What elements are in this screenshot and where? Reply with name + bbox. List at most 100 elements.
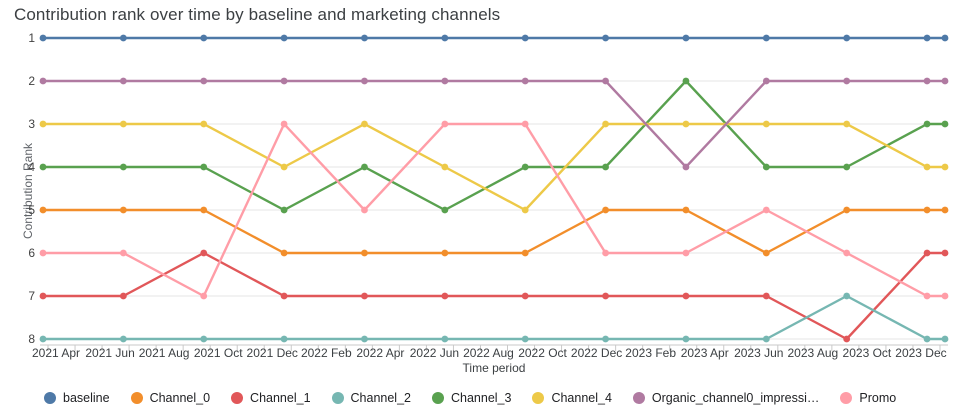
series-marker-Promo: [441, 120, 449, 128]
series-marker-Organic_channel0_impressi…: [119, 77, 127, 85]
series-marker-Channel_4: [441, 163, 449, 171]
series-marker-Organic_channel0_impressi…: [682, 163, 690, 171]
legend-label: Channel_3: [450, 391, 512, 405]
series-marker-Promo: [361, 206, 368, 214]
series-marker-Channel_1: [441, 292, 449, 300]
series-marker-Channel_1: [843, 335, 851, 343]
series-marker-Channel_3: [361, 163, 368, 171]
legend-item-Organic_channel0_impressi…[interactable]: Organic_channel0_impressi…: [632, 391, 819, 405]
legend-item-Channel_4[interactable]: Channel_4: [532, 391, 612, 405]
series-line-Channel_0: [41, 208, 947, 255]
series-marker-Channel_3: [941, 120, 949, 128]
series-marker-Channel_0: [762, 249, 770, 257]
legend: baseline Channel_0 Channel_1 Channel_2 Chann…: [44, 388, 896, 408]
series-marker-Promo: [923, 292, 931, 300]
series-marker-Promo: [941, 292, 949, 300]
series-marker-baseline: [843, 34, 851, 42]
series-marker-Channel_4: [200, 120, 208, 128]
series-marker-Promo: [119, 249, 127, 257]
series-marker-baseline: [200, 34, 208, 42]
series-marker-Channel_2: [441, 335, 449, 343]
series-marker-Organic_channel0_impressi…: [843, 77, 851, 85]
series-marker-Organic_channel0_impressi…: [602, 77, 609, 85]
legend-dot: [231, 392, 244, 404]
series-marker-Channel_4: [361, 120, 368, 128]
series-marker-Channel_2: [200, 335, 208, 343]
series-marker-Channel_1: [923, 249, 931, 257]
series-marker-Channel_1: [521, 292, 529, 300]
y-tick-label: 7: [28, 289, 35, 303]
series-marker-Channel_0: [843, 206, 851, 214]
series-line-Channel_2: [41, 294, 947, 341]
series-marker-Organic_channel0_impressi…: [280, 77, 288, 85]
legend-dot: [632, 392, 645, 404]
series-marker-Channel_2: [280, 335, 288, 343]
x-tick-label: 2021 Apr: [32, 346, 80, 360]
series-marker-Channel_4: [923, 163, 931, 171]
series-marker-Channel_2: [602, 335, 609, 343]
legend-item-Promo[interactable]: Promo: [840, 391, 896, 405]
series-marker-baseline: [923, 34, 931, 42]
series-marker-baseline: [941, 34, 949, 42]
legend-item-baseline[interactable]: baseline: [44, 391, 110, 405]
series-marker-Organic_channel0_impressi…: [441, 77, 449, 85]
series-marker-baseline: [602, 34, 609, 42]
x-axis-title: Time period: [462, 361, 526, 375]
series-marker-Channel_0: [602, 206, 609, 214]
series-marker-Channel_1: [119, 292, 127, 300]
legend-label: Channel_1: [250, 391, 311, 405]
series-marker-Channel_0: [941, 206, 949, 214]
series-marker-Channel_2: [682, 335, 690, 343]
legend-dot: [532, 392, 545, 404]
series-marker-Channel_0: [441, 249, 449, 257]
series-marker-Promo: [602, 249, 609, 257]
x-tick-label: 2022 Apr: [356, 346, 404, 360]
legend-label: Channel_2: [350, 391, 411, 405]
x-tick-label: 2022 Jun: [410, 346, 459, 360]
series-marker-Channel_1: [762, 292, 770, 300]
series-marker-Channel_3: [441, 206, 449, 214]
series-marker-baseline: [119, 34, 127, 42]
series-marker-Channel_2: [941, 335, 949, 343]
series-marker-Channel_3: [39, 163, 47, 171]
series-marker-Channel_4: [39, 120, 47, 128]
series-marker-Channel_3: [762, 163, 770, 171]
series-marker-Channel_1: [39, 292, 47, 300]
x-tick-label: 2021 Dec: [247, 346, 298, 360]
series-marker-Channel_0: [280, 249, 288, 257]
series-marker-Channel_4: [521, 206, 529, 214]
series-marker-Promo: [521, 120, 529, 128]
series-marker-baseline: [280, 34, 288, 42]
legend-item-Channel_2[interactable]: Channel_2: [331, 391, 411, 405]
series-marker-Organic_channel0_impressi…: [923, 77, 931, 85]
series-marker-Channel_4: [119, 120, 127, 128]
series-marker-Channel_0: [923, 206, 931, 214]
series-marker-Channel_0: [361, 249, 368, 257]
legend-dot: [331, 392, 344, 404]
y-tick-label: 5: [28, 203, 35, 217]
series-marker-Channel_2: [119, 335, 127, 343]
x-tick-label: 2022 Dec: [571, 346, 622, 360]
series-marker-baseline: [521, 34, 529, 42]
x-tick-label: 2021 Oct: [194, 346, 243, 360]
series-marker-Organic_channel0_impressi…: [762, 77, 770, 85]
series-marker-Channel_1: [602, 292, 609, 300]
legend-item-Channel_3[interactable]: Channel_3: [431, 391, 512, 405]
legend-item-Channel_0[interactable]: Channel_0: [130, 391, 210, 405]
series-marker-Channel_3: [682, 77, 690, 85]
series-marker-Channel_2: [923, 335, 931, 343]
series-marker-Channel_0: [200, 206, 208, 214]
series-marker-Organic_channel0_impressi…: [200, 77, 208, 85]
legend-item-Channel_1[interactable]: Channel_1: [231, 391, 311, 405]
series-marker-Channel_3: [602, 163, 609, 171]
chart-canvas: 2021 Apr 2021 Jun 2021 Aug 2021 Oct 2021 Dec…: [28, 31, 949, 360]
series-marker-Channel_3: [843, 163, 851, 171]
legend-dot: [840, 392, 853, 404]
legend-dot: [431, 392, 444, 404]
series-marker-Organic_channel0_impressi…: [941, 77, 949, 85]
y-tick-label: 6: [28, 246, 35, 260]
y-tick-label: 1: [28, 31, 35, 45]
series-marker-Promo: [39, 249, 47, 257]
x-tick-label: 2023 Apr: [681, 346, 729, 360]
series-marker-Channel_3: [280, 206, 288, 214]
